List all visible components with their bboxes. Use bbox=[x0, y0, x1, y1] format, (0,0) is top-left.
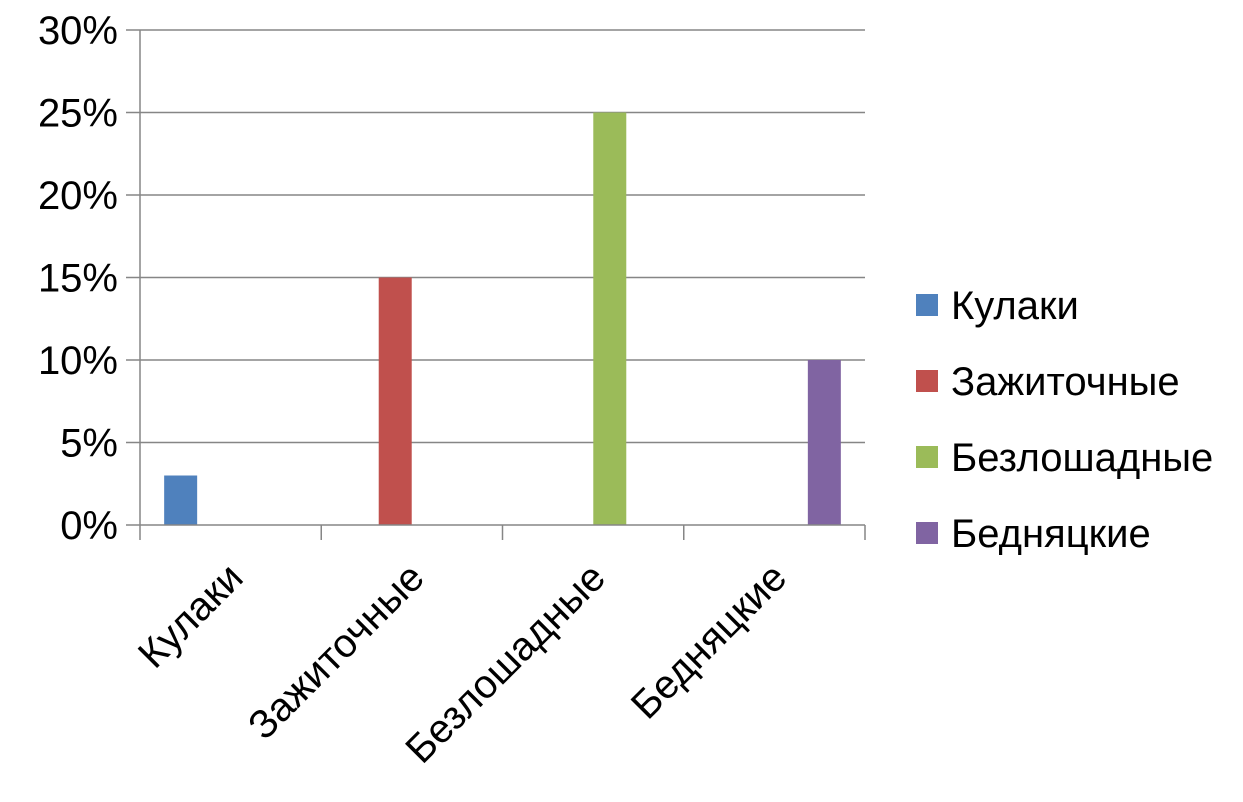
gridlines bbox=[126, 29, 865, 444]
legend-label: Бедняцкие bbox=[951, 512, 1151, 556]
x-category-label: Зажиточные bbox=[240, 555, 433, 748]
x-category-label: Бедняцкие bbox=[623, 555, 795, 727]
y-tick-label: 30% bbox=[38, 9, 118, 53]
x-category-label: Кулаки bbox=[130, 555, 252, 677]
y-tick-label: 15% bbox=[38, 257, 118, 301]
y-tick-label: 25% bbox=[38, 92, 118, 136]
bar bbox=[164, 475, 198, 525]
y-tick-label: 0% bbox=[60, 504, 118, 548]
axes bbox=[126, 30, 866, 540]
bar bbox=[378, 277, 412, 525]
legend-label: Зажиточные bbox=[951, 360, 1180, 404]
y-tick-labels: 0% 5% 10% 15% 20% 25% 30% bbox=[38, 9, 118, 548]
legend-label: Безлошадные bbox=[951, 436, 1213, 480]
bars bbox=[164, 112, 841, 525]
y-tick-label: 5% bbox=[60, 422, 118, 466]
bar bbox=[593, 112, 627, 525]
legend-swatch bbox=[916, 446, 938, 468]
legend-label: Кулаки bbox=[951, 284, 1079, 328]
legend-swatch bbox=[916, 370, 938, 392]
bar bbox=[807, 360, 841, 525]
legend: Кулаки Зажиточные Безлошадные Бедняцкие bbox=[916, 284, 1213, 556]
y-tick-label: 20% bbox=[38, 174, 118, 218]
y-tick-label: 10% bbox=[38, 339, 118, 383]
legend-swatch bbox=[916, 522, 938, 544]
legend-swatch bbox=[916, 294, 938, 316]
